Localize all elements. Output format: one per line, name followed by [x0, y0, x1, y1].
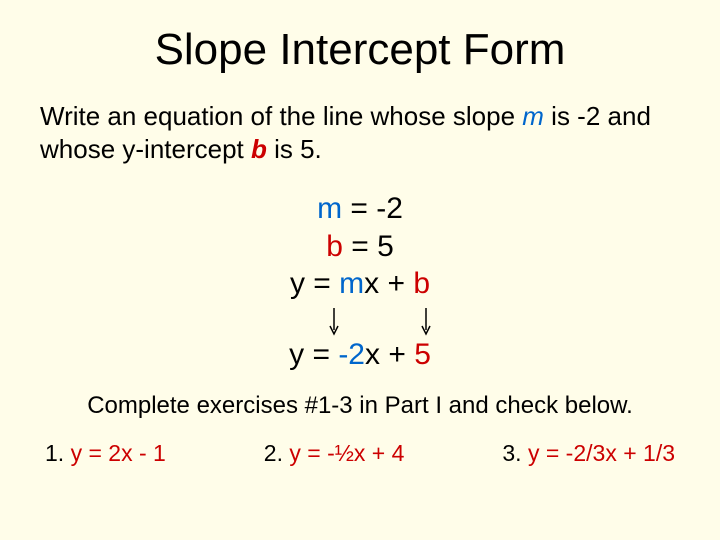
arrow-down-icon — [421, 308, 431, 336]
result-line: y = -2x + 5 — [40, 338, 680, 372]
result-intercept: 5 — [414, 338, 431, 371]
answer-num: 1. — [45, 440, 71, 466]
result-mid: x + — [365, 338, 414, 371]
work-eq-mid: x + — [364, 267, 413, 300]
answer-3: 3. y = -2/3x + 1/3 — [502, 440, 675, 467]
work-eq-pre: y = — [290, 267, 339, 300]
result-pre: y = — [289, 338, 338, 371]
work-block: m = -2 b = 5 y = mx + b — [40, 190, 680, 303]
answer-num: 3. — [502, 440, 528, 466]
result-coef: -2 — [338, 338, 365, 371]
instr-b: b — [251, 134, 267, 164]
instr-part3: is 5. — [267, 134, 322, 164]
instruction-text: Write an equation of the line whose slop… — [40, 100, 680, 165]
complete-text: Complete exercises #1-3 in Part I and ch… — [40, 392, 680, 420]
answer-eq: y = -½x + 4 — [289, 440, 404, 466]
work-b: b — [326, 230, 343, 263]
work-eq-b: b — [413, 267, 430, 300]
answer-1: 1. y = 2x - 1 — [45, 440, 166, 467]
page-title: Slope Intercept Form — [40, 25, 680, 75]
work-line1: m = -2 — [40, 190, 680, 228]
work-line3: y = mx + b — [40, 265, 680, 303]
answer-num: 2. — [264, 440, 290, 466]
answer-2: 2. y = -½x + 4 — [264, 440, 405, 467]
answer-eq: y = 2x - 1 — [71, 440, 166, 466]
instr-part1: Write an equation of the line whose slop… — [40, 101, 522, 131]
work-eq-m: m — [339, 267, 364, 300]
work-line2: b = 5 — [40, 228, 680, 266]
instr-m: m — [522, 101, 544, 131]
answers-row: 1. y = 2x - 1 2. y = -½x + 4 3. y = -2/3… — [40, 440, 680, 467]
answer-eq: y = -2/3x + 1/3 — [528, 440, 675, 466]
arrow-down-icon — [329, 308, 339, 336]
arrows-row — [80, 308, 680, 336]
work-b-val: = 5 — [343, 230, 394, 263]
work-m: m — [317, 192, 342, 225]
work-m-val: = -2 — [342, 192, 403, 225]
